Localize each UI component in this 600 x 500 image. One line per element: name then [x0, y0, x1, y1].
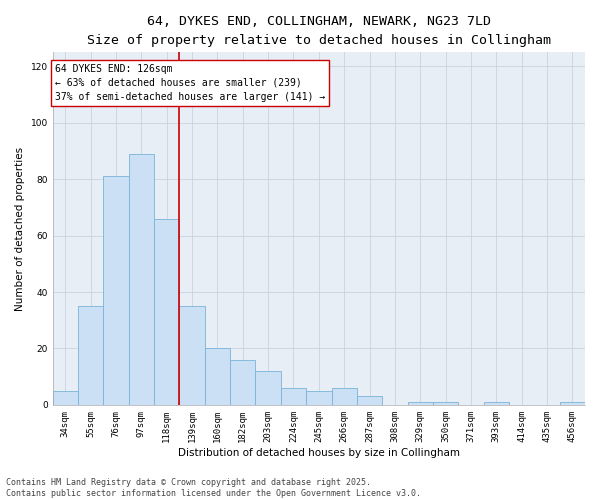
Bar	[332, 388, 357, 405]
Bar	[256, 371, 281, 405]
Title: 64, DYKES END, COLLINGHAM, NEWARK, NG23 7LD
Size of property relative to detache: 64, DYKES END, COLLINGHAM, NEWARK, NG23 …	[87, 15, 551, 47]
Bar	[281, 388, 306, 405]
Bar	[154, 218, 179, 405]
Text: 64 DYKES END: 126sqm
← 63% of detached houses are smaller (239)
37% of semi-deta: 64 DYKES END: 126sqm ← 63% of detached h…	[55, 64, 325, 102]
Bar	[306, 390, 332, 405]
Bar	[103, 176, 129, 405]
Y-axis label: Number of detached properties: Number of detached properties	[15, 146, 25, 310]
Bar	[53, 390, 78, 405]
Bar	[129, 154, 154, 405]
Bar	[205, 348, 230, 405]
Text: Contains HM Land Registry data © Crown copyright and database right 2025.
Contai: Contains HM Land Registry data © Crown c…	[6, 478, 421, 498]
Bar	[407, 402, 433, 405]
Bar	[179, 306, 205, 405]
Bar	[357, 396, 382, 405]
Bar	[433, 402, 458, 405]
Bar	[230, 360, 256, 405]
Bar	[78, 306, 103, 405]
Bar	[560, 402, 585, 405]
X-axis label: Distribution of detached houses by size in Collingham: Distribution of detached houses by size …	[178, 448, 460, 458]
Bar	[484, 402, 509, 405]
